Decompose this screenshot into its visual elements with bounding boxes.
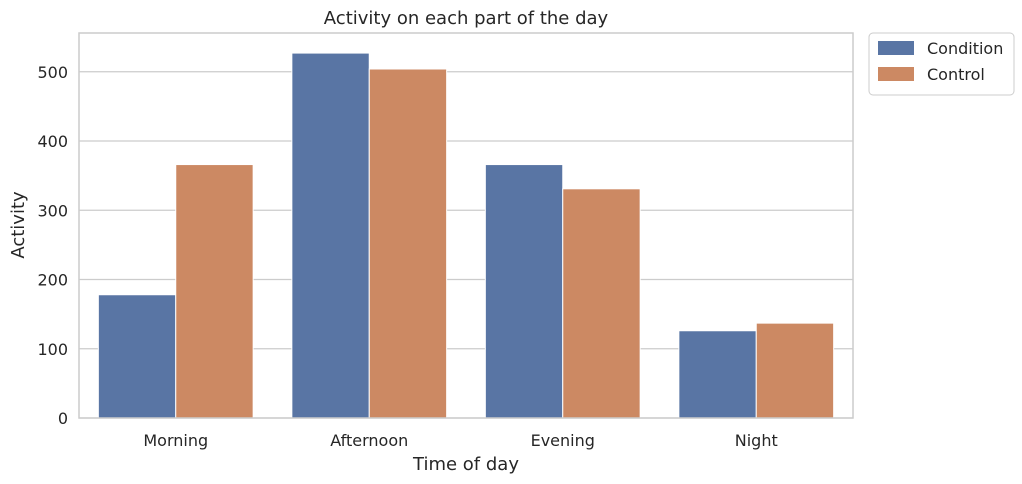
y-tick-label: 100 (37, 340, 68, 359)
x-tick-label: Evening (531, 431, 595, 450)
y-tick-label: 200 (37, 271, 68, 290)
chart-title: Activity on each part of the day (324, 8, 609, 29)
bar-condition-afternoon (291, 52, 370, 419)
bar-condition-night (678, 330, 757, 419)
bars-group (97, 52, 835, 419)
x-tick-label: Night (735, 431, 778, 450)
x-axis-ticks: Morning Afternoon Evening Night (143, 431, 777, 450)
legend-swatch-condition (878, 41, 914, 55)
legend: Condition Control (868, 32, 1015, 96)
y-tick-label: 0 (58, 409, 68, 428)
bar-control-evening (562, 188, 641, 419)
x-tick-label: Afternoon (330, 431, 408, 450)
y-tick-label: 500 (37, 63, 68, 82)
y-axis-label: Activity (8, 191, 29, 259)
y-tick-label: 300 (37, 201, 68, 220)
x-tick-label: Morning (143, 431, 208, 450)
bar-condition-morning (97, 294, 177, 419)
bar-control-night (755, 322, 835, 419)
bar-control-afternoon (368, 68, 448, 419)
bar-condition-evening (484, 164, 564, 419)
legend-swatch-control (878, 67, 914, 81)
y-axis-ticks: 0 100 200 300 400 500 (37, 63, 68, 428)
legend-label-condition: Condition (927, 39, 1003, 58)
bar-control-morning (175, 164, 254, 419)
legend-label-control: Control (927, 65, 985, 84)
y-tick-label: 400 (37, 132, 68, 151)
plot-frame (78, 32, 854, 419)
x-axis-label: Time of day (412, 454, 519, 475)
